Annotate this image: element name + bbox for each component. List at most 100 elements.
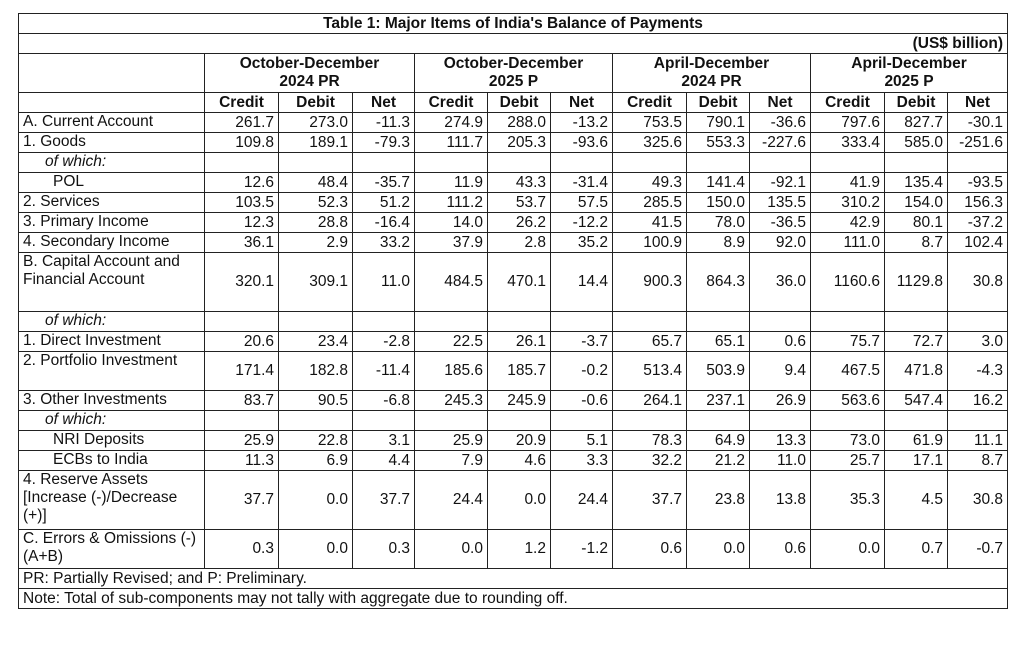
value-cell: 274.9: [414, 112, 488, 133]
value-cell: 797.6: [810, 112, 885, 133]
value-cell: 185.7: [487, 351, 551, 391]
value-cell: 285.5: [612, 192, 687, 213]
value-cell: 470.1: [487, 252, 551, 312]
value-cell: 5.1: [550, 430, 613, 451]
table-title: Table 1: Major Items of India's Balance …: [17, 13, 1009, 34]
row-label: of which:: [18, 311, 205, 332]
value-cell: [946, 152, 1009, 173]
value-cell: 205.3: [487, 132, 551, 153]
column-header: Debit: [278, 92, 353, 113]
value-cell: 585.0: [884, 132, 948, 153]
row-label: of which:: [18, 410, 205, 431]
value-cell: -30.1: [946, 112, 1009, 133]
value-cell: 22.5: [414, 331, 488, 352]
period-header-row: October-December 2024 PR October-December…: [18, 53, 1009, 93]
value-cell: 43.3: [487, 172, 551, 193]
value-cell: -6.8: [352, 390, 415, 411]
value-cell: [884, 152, 948, 173]
table-row: of which:: [18, 410, 1009, 431]
value-cell: 135.5: [749, 192, 811, 213]
value-cell: 513.4: [612, 351, 687, 391]
value-cell: 237.1: [686, 390, 750, 411]
value-cell: [686, 311, 750, 332]
value-cell: 0.0: [278, 529, 353, 569]
value-cell: 25.9: [204, 430, 279, 451]
value-cell: -16.4: [352, 212, 415, 233]
value-cell: [278, 410, 353, 431]
value-cell: 24.4: [414, 470, 488, 530]
table-row: 2. Services 103.5 52.3 51.2 111.2 53.7 57.5 285…: [18, 192, 1009, 213]
value-cell: -12.2: [550, 212, 613, 233]
value-cell: 20.6: [204, 331, 279, 352]
value-cell: -11.3: [352, 112, 415, 133]
row-label: 1. Direct Investment: [18, 331, 205, 352]
value-cell: -227.6: [749, 132, 811, 153]
value-cell: 14.4: [550, 252, 613, 312]
value-cell: -37.2: [946, 212, 1009, 233]
row-label: C. Errors & Omissions (-) (A+B): [18, 529, 205, 569]
value-cell: 2.8: [487, 232, 551, 253]
value-cell: 42.9: [810, 212, 885, 233]
value-cell: 17.1: [884, 450, 948, 471]
value-cell: [204, 311, 279, 332]
footnote-row: PR: Partially Revised; and P: Preliminar…: [17, 568, 1009, 589]
value-cell: 8.7: [884, 232, 948, 253]
value-cell: 26.9: [749, 390, 811, 411]
value-cell: 273.0: [278, 112, 353, 133]
row-label: NRI Deposits: [18, 430, 205, 451]
value-cell: 30.8: [946, 470, 1009, 530]
value-cell: 12.6: [204, 172, 279, 193]
value-cell: -0.2: [550, 351, 613, 391]
value-cell: 32.2: [612, 450, 687, 471]
period-header: October-December 2024 PR: [204, 53, 415, 93]
value-cell: 753.5: [612, 112, 687, 133]
table-row: of which:: [18, 152, 1009, 173]
value-cell: 185.6: [414, 351, 488, 391]
value-cell: [204, 152, 279, 173]
value-cell: 33.2: [352, 232, 415, 253]
unit-label: (US$ billion): [17, 33, 1009, 54]
value-cell: 53.7: [487, 192, 551, 213]
value-cell: 309.1: [278, 252, 353, 312]
table-row: 2. Portfolio Investment 171.4 182.8 -11.4 18…: [18, 351, 1009, 391]
value-cell: 547.4: [884, 390, 948, 411]
value-cell: 9.4: [749, 351, 811, 391]
value-cell: 26.1: [487, 331, 551, 352]
value-cell: -35.7: [352, 172, 415, 193]
value-cell: 471.8: [884, 351, 948, 391]
value-cell: 484.5: [414, 252, 488, 312]
value-cell: -0.7: [946, 529, 1009, 569]
value-cell: [612, 410, 687, 431]
column-header: Debit: [884, 92, 948, 113]
value-cell: 310.2: [810, 192, 885, 213]
value-cell: 135.4: [884, 172, 948, 193]
value-cell: 3.1: [352, 430, 415, 451]
value-cell: 0.6: [612, 529, 687, 569]
value-cell: [810, 410, 885, 431]
value-cell: -92.1: [749, 172, 811, 193]
column-header: Credit: [204, 92, 279, 113]
value-cell: 245.3: [414, 390, 488, 411]
value-cell: [487, 311, 551, 332]
value-cell: 20.9: [487, 430, 551, 451]
value-cell: 264.1: [612, 390, 687, 411]
row-label: 2. Portfolio Investment: [18, 351, 205, 391]
value-cell: 26.2: [487, 212, 551, 233]
value-cell: -36.5: [749, 212, 811, 233]
value-cell: 7.9: [414, 450, 488, 471]
value-cell: 25.7: [810, 450, 885, 471]
value-cell: 320.1: [204, 252, 279, 312]
value-cell: [414, 311, 488, 332]
value-cell: [946, 311, 1009, 332]
value-cell: 0.3: [352, 529, 415, 569]
value-cell: 22.8: [278, 430, 353, 451]
value-cell: 333.4: [810, 132, 885, 153]
value-cell: 51.2: [352, 192, 415, 213]
value-cell: [810, 152, 885, 173]
value-cell: 11.0: [749, 450, 811, 471]
row-label: 4. Reserve Assets [Increase (-)/Decrease…: [18, 470, 205, 530]
value-cell: 325.6: [612, 132, 687, 153]
value-cell: -93.6: [550, 132, 613, 153]
value-cell: 11.3: [204, 450, 279, 471]
value-cell: 1129.8: [884, 252, 948, 312]
